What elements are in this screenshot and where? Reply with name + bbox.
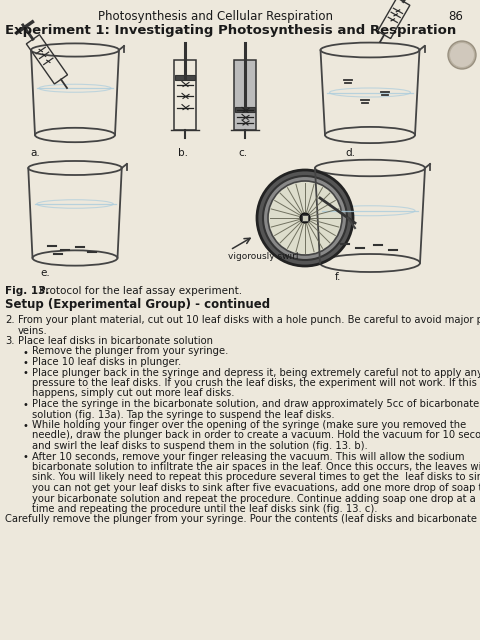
Text: Setup (Experimental Group) - continued: Setup (Experimental Group) - continued bbox=[5, 298, 270, 311]
Text: Fig. 13.: Fig. 13. bbox=[5, 286, 49, 296]
Text: 3.: 3. bbox=[5, 336, 14, 346]
Text: Place the syringe in the bicarbonate solution, and draw approximately 5cc of bic: Place the syringe in the bicarbonate sol… bbox=[32, 399, 479, 409]
Bar bbox=[175, 75, 195, 80]
Bar bbox=[174, 60, 196, 130]
Text: Carefully remove the plunger from your syringe. Pour the contents (leaf disks an: Carefully remove the plunger from your s… bbox=[5, 515, 477, 525]
Text: •: • bbox=[22, 421, 28, 431]
Text: sink. You will likely need to repeat this procedure several times to get the  le: sink. You will likely need to repeat thi… bbox=[32, 472, 480, 483]
Text: Place leaf disks in bicarbonate solution: Place leaf disks in bicarbonate solution bbox=[18, 336, 213, 346]
Circle shape bbox=[263, 176, 347, 260]
Text: e.: e. bbox=[40, 268, 50, 278]
Bar bbox=[235, 106, 255, 111]
Text: Place plunger back in the syringe and depress it, being extremely careful not to: Place plunger back in the syringe and de… bbox=[32, 367, 480, 378]
Text: you can not get your leaf disks to sink after five evacuations, add one more dro: you can not get your leaf disks to sink … bbox=[32, 483, 480, 493]
Text: d.: d. bbox=[345, 148, 355, 158]
Text: bicarbonate solution to infiltrate the air spaces in the leaf. Once this occurs,: bicarbonate solution to infiltrate the a… bbox=[32, 462, 480, 472]
Text: veins.: veins. bbox=[18, 326, 48, 335]
Text: time and repeating the procedure until the leaf disks sink (fig. 13. c).: time and repeating the procedure until t… bbox=[32, 504, 377, 514]
Text: •: • bbox=[22, 452, 28, 463]
Circle shape bbox=[448, 41, 476, 69]
Text: •: • bbox=[22, 348, 28, 358]
Text: your bicarbonate solution and repeat the procedure. Continue adding soap one dro: your bicarbonate solution and repeat the… bbox=[32, 493, 476, 504]
Text: Experiment 1: Investigating Photosynthesis and Respiration: Experiment 1: Investigating Photosynthes… bbox=[5, 24, 456, 37]
Bar bbox=[234, 60, 256, 130]
Circle shape bbox=[450, 43, 474, 67]
Circle shape bbox=[257, 170, 353, 266]
Bar bbox=[302, 215, 308, 221]
Text: vigorously swirl: vigorously swirl bbox=[228, 252, 299, 261]
Text: happens, simply cut out more leaf disks.: happens, simply cut out more leaf disks. bbox=[32, 388, 235, 399]
Text: needle), draw the plunger back in order to create a vacuum. Hold the vacuum for : needle), draw the plunger back in order … bbox=[32, 431, 480, 440]
Text: pressure to the leaf disks. If you crush the leaf disks, the experiment will not: pressure to the leaf disks. If you crush… bbox=[32, 378, 477, 388]
Text: and swirl the leaf disks to suspend them in the solution (fig. 13. b).: and swirl the leaf disks to suspend them… bbox=[32, 441, 368, 451]
Circle shape bbox=[268, 181, 342, 255]
Text: Photosynthesis and Cellular Respiration: Photosynthesis and Cellular Respiration bbox=[97, 10, 333, 23]
Text: From your plant material, cut out 10 leaf disks with a hole punch. Be careful to: From your plant material, cut out 10 lea… bbox=[18, 315, 480, 325]
Circle shape bbox=[300, 213, 310, 223]
Text: b.: b. bbox=[178, 148, 188, 158]
Text: •: • bbox=[22, 400, 28, 410]
Text: •: • bbox=[22, 358, 28, 368]
Text: 86: 86 bbox=[448, 10, 463, 23]
Text: f.: f. bbox=[335, 272, 341, 282]
Text: Protocol for the leaf assay experiment.: Protocol for the leaf assay experiment. bbox=[36, 286, 242, 296]
Text: Remove the plunger from your syringe.: Remove the plunger from your syringe. bbox=[32, 346, 228, 356]
Text: solution (fig. 13a). Tap the syringe to suspend the leaf disks.: solution (fig. 13a). Tap the syringe to … bbox=[32, 410, 335, 419]
Text: After 10 seconds, remove your finger releasing the vacuum. This will allow the s: After 10 seconds, remove your finger rel… bbox=[32, 451, 465, 461]
Text: a.: a. bbox=[30, 148, 40, 158]
Text: 2.: 2. bbox=[5, 315, 14, 325]
Text: While holding your finger over the opening of the syringe (make sure you removed: While holding your finger over the openi… bbox=[32, 420, 466, 430]
Text: Place 10 leaf disks in plunger.: Place 10 leaf disks in plunger. bbox=[32, 357, 181, 367]
Text: c.: c. bbox=[238, 148, 247, 158]
Text: •: • bbox=[22, 369, 28, 378]
